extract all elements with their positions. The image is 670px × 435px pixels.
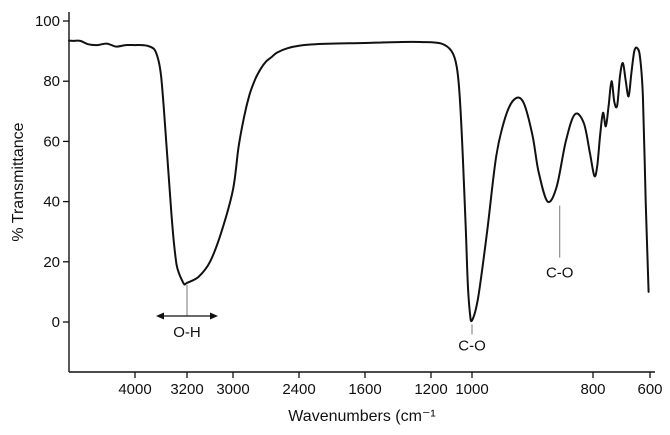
x-tick-label: 1000	[455, 381, 488, 398]
x-tick-label: 4000	[118, 381, 151, 398]
y-tick-label: 100	[35, 13, 60, 30]
y-tick-label: 40	[43, 194, 60, 211]
x-tick-label: 1200	[414, 381, 447, 398]
x-tick-label: 800	[580, 381, 605, 398]
oh-label: O-H	[173, 324, 201, 341]
x-tick-label: 3200	[170, 381, 203, 398]
arrow-head-right	[210, 312, 218, 320]
spectrum-line	[68, 39, 650, 323]
co-label: C-O	[546, 265, 574, 282]
y-ticks: 0 20 40 60 80 100	[35, 13, 69, 331]
x-tick-label: 1600	[348, 381, 381, 398]
y-tick-label: 0	[52, 314, 60, 331]
x-axis-title: Wavenumbers (cm⁻¹	[288, 408, 435, 425]
y-tick-label: 80	[43, 73, 60, 90]
x-ticks: 4000 3200 3000 2400 1600 1200 1000 800 600	[118, 372, 663, 398]
x-tick-label: 600	[637, 381, 662, 398]
y-tick-label: 60	[43, 133, 60, 150]
annotations: O-H C-O C-O	[156, 205, 574, 354]
co-label: C-O	[458, 337, 486, 354]
x-tick-label: 3000	[216, 381, 249, 398]
spectrum-series	[68, 39, 650, 323]
arrow-head-left	[156, 312, 164, 320]
x-tick-label: 2400	[282, 381, 315, 398]
y-axis-title: % Transmittance	[10, 122, 27, 241]
y-tick-label: 20	[43, 254, 60, 271]
